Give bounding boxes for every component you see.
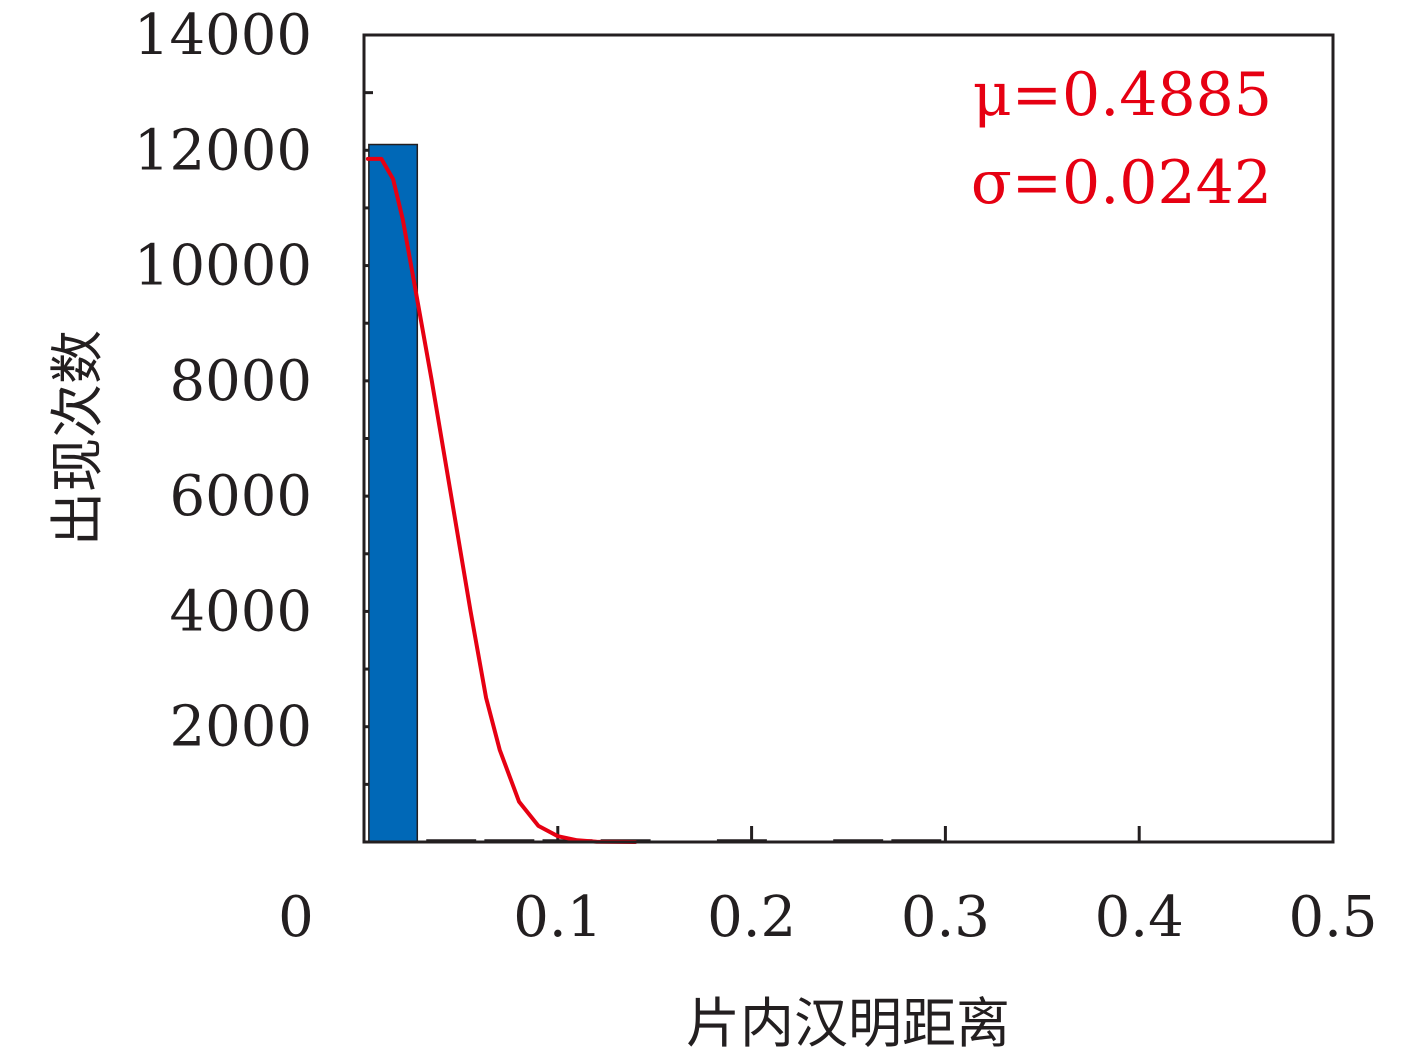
y-tick-label: 4000 (169, 579, 312, 644)
x-tick-label: 0.1 (513, 885, 602, 950)
tick-labels-layer: 2000 4000 6000 8000 10000 12000 14000 0 0.1 0.2 0.… (134, 3, 1378, 950)
annotation-mu: μ=0.4885 (973, 60, 1272, 130)
histogram-bar (368, 143, 419, 843)
y-tick-label: 14000 (134, 3, 312, 68)
y-tick-label: 8000 (169, 349, 312, 414)
y-tick-label: 12000 (134, 118, 312, 183)
x-tick-label: 0.5 (1288, 885, 1377, 950)
x-tick-label: 0.3 (901, 885, 990, 950)
x-tick-label: 0 (278, 885, 314, 950)
x-tick-label: 0.4 (1095, 885, 1184, 950)
annotation-sigma: σ=0.0242 (971, 148, 1272, 218)
normal-fit-curve (365, 156, 638, 844)
bars-layer (368, 143, 942, 843)
x-tick-label: 0.2 (707, 885, 796, 950)
y-tick-label: 2000 (169, 695, 312, 760)
y-tick-label: 6000 (169, 464, 312, 529)
y-axis-title: 出现次数 (46, 330, 109, 546)
y-tick-label: 10000 (134, 234, 312, 299)
x-axis-title: 片内汉明距离 (686, 992, 1010, 1053)
plot-frame (362, 33, 1335, 844)
